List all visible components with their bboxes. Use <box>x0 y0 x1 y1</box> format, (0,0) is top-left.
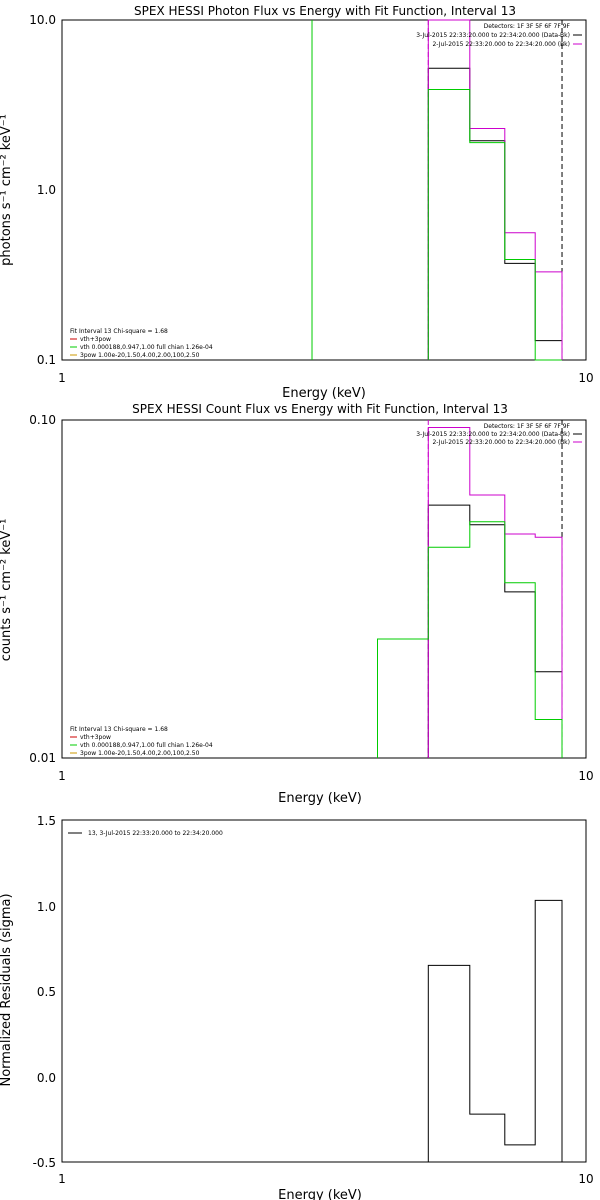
legend-text: 3-Jul-2015 22:33:20.000 to 22:34:20.000 … <box>416 32 570 39</box>
legend-bottom-left: Fit Interval 13 Chi-square = 1.68 vth+3p… <box>70 726 213 757</box>
x-axis-label: Energy (keV) <box>278 791 362 806</box>
series-step-line <box>377 521 563 758</box>
y-axis-label: photons s⁻¹ cm⁻² keV⁻¹ <box>0 114 14 266</box>
x-tick-label: 10 <box>578 769 593 783</box>
series-step-line <box>427 89 562 361</box>
y-tick-label: -0.5 <box>33 1156 56 1170</box>
legend-text: 13, 3-Jul-2015 22:33:20.000 to 22:34:20.… <box>88 830 223 837</box>
plot-frame <box>61 819 587 1163</box>
legend-text: vth+3pow <box>80 336 111 343</box>
y-tick-label: 1.5 <box>37 814 56 828</box>
x-tick-label: 10 <box>578 1172 593 1186</box>
legend-text: 2-Jul-2015 22:33:20.000 to 22:34:20.000 … <box>432 439 570 446</box>
series-step-line <box>427 504 563 758</box>
legend-text: Detectors: 1F 3F 5F 6F 7F 9F <box>484 423 571 430</box>
chart-title: SPEX HESSI Photon Flux vs Energy with Fi… <box>134 4 516 18</box>
legend-text: vth 0.000188,0.947,1.00 full chian 1.26e… <box>80 344 213 351</box>
legend-top-right: Detectors: 1F 3F 5F 6F 7F 9F 3-Jul-2015 … <box>416 23 582 48</box>
legend-top-left: 13, 3-Jul-2015 22:33:20.000 to 22:34:20.… <box>68 830 223 837</box>
y-tick-label: 1.0 <box>37 183 56 197</box>
y-axis-label: counts s⁻¹ cm⁻² keV⁻¹ <box>0 519 14 662</box>
x-tick-label: 10 <box>578 371 593 385</box>
y-tick-label: 10.0 <box>29 13 56 27</box>
x-axis-label: Energy (keV) <box>282 386 366 401</box>
y-tick-label: 0.0 <box>37 1071 56 1085</box>
series-step-line <box>427 19 563 360</box>
legend-text: Fit Interval 13 Chi-square = 1.68 <box>70 726 168 733</box>
legend-text: 3pow 1.00e-20,1.50,4.00,2.00,100,2.50 <box>80 352 200 359</box>
count-flux-panel: SPEX HESSI Count Flux vs Energy with Fit… <box>0 402 594 806</box>
x-tick-label: 1 <box>58 371 66 385</box>
legend-text: vth+3pow <box>80 734 111 741</box>
photon-flux-panel: SPEX HESSI Photon Flux vs Energy with Fi… <box>0 4 594 401</box>
legend-text: 3pow 1.00e-20,1.50,4.00,2.00,100,2.50 <box>80 750 200 757</box>
chart-title: SPEX HESSI Count Flux vs Energy with Fit… <box>132 402 508 416</box>
legend-text: vth 0.000188,0.947,1.00 full chian 1.26e… <box>80 742 213 749</box>
plot-frame <box>61 19 587 361</box>
x-tick-label: 1 <box>58 769 66 783</box>
legend-text: Detectors: 1F 3F 5F 6F 7F 9F <box>484 23 571 30</box>
series-step-line <box>427 67 563 360</box>
legend-text: 2-Jul-2015 22:33:20.000 to 22:34:20.000 … <box>432 41 570 48</box>
legend-text: Fit Interval 13 Chi-square = 1.68 <box>70 328 168 335</box>
residuals-panel: 1.5 1.0 0.5 0.0 -0.5 1 10 Energy (keV) N… <box>0 814 594 1200</box>
legend-top-right: Detectors: 1F 3F 5F 6F 7F 9F 3-Jul-2015 … <box>416 423 582 446</box>
x-tick-label: 1 <box>58 1172 66 1186</box>
series-step-line <box>427 899 563 1162</box>
y-tick-label: 0.1 <box>37 353 56 367</box>
legend-text: 3-Jul-2015 22:33:20.000 to 22:34:20.000 … <box>416 431 570 438</box>
legend-bottom-left: Fit Interval 13 Chi-square = 1.68 vth+3p… <box>70 328 213 359</box>
y-axis-label: Normalized Residuals (sigma) <box>0 893 14 1086</box>
y-tick-label: 0.01 <box>29 751 56 765</box>
y-tick-label: 1.0 <box>37 900 56 914</box>
x-axis-label: Energy (keV) <box>278 1188 362 1200</box>
y-tick-label: 0.5 <box>37 985 56 999</box>
plot-frame <box>61 419 587 759</box>
y-tick-label: 0.10 <box>29 413 56 427</box>
series-step-line <box>427 427 563 758</box>
